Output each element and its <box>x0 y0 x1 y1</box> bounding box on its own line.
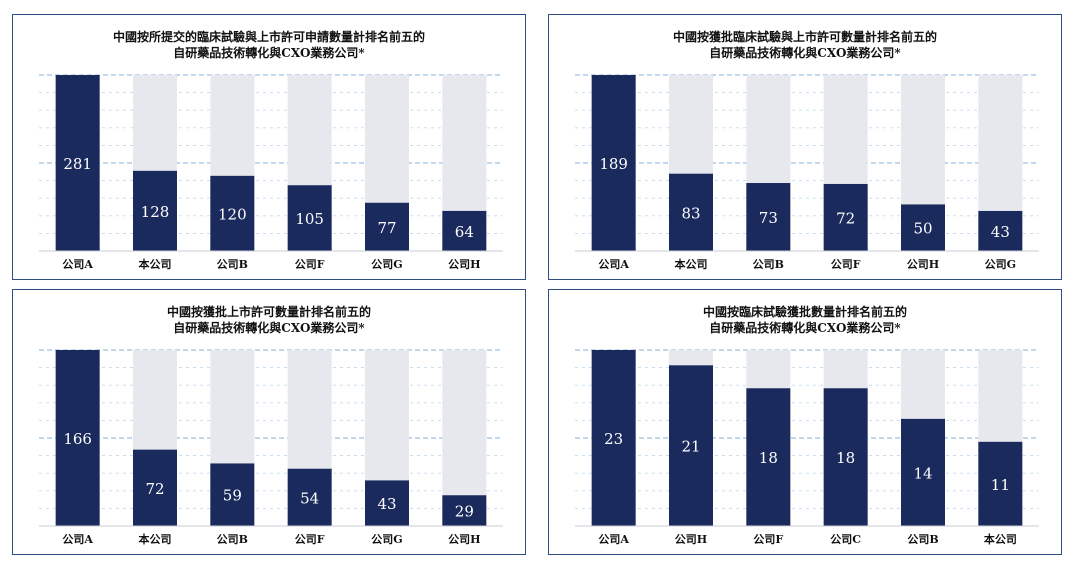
data-label: 54 <box>300 489 319 507</box>
gridlines <box>575 349 1039 527</box>
bar-chart-3: 166 公司A 72 本公司 59 公司B 54 公司F 43 公司G 29 公司H <box>39 349 503 546</box>
bar <box>55 75 100 251</box>
x-tick-label: 公司B <box>217 258 248 271</box>
gridlines <box>39 349 503 527</box>
x-tick-label: 公司A <box>62 533 93 546</box>
x-tick-label: 公司H <box>448 258 480 271</box>
bar <box>210 463 255 526</box>
x-tick-label: 本公司 <box>675 257 708 271</box>
data-label: 83 <box>681 204 700 222</box>
x-tick-label: 公司H <box>907 258 939 271</box>
data-label: 72 <box>145 480 164 498</box>
data-label: 59 <box>223 487 242 505</box>
x-tick-label: 公司C <box>830 533 861 546</box>
data-label: 43 <box>991 223 1010 241</box>
bar <box>133 449 177 526</box>
chart-title-line-1: 中國按獲批臨床試驗與上市許可數量計排名前五的 <box>672 30 937 44</box>
bar <box>746 388 791 526</box>
chart-title: 中國按所提交的臨床試驗與上市許可申請數量計排名前五的 自研藥品技術轉化與CXO業… <box>13 29 525 61</box>
bar <box>442 210 487 251</box>
bar <box>978 441 1023 526</box>
bar <box>823 388 868 526</box>
x-tick-label: 本公司 <box>139 257 172 271</box>
bar <box>669 365 713 526</box>
data-label: 50 <box>913 220 932 238</box>
bar <box>55 350 100 526</box>
chart-panel-3: 中國按獲批上市許可數量計排名前五的 自研藥品技術轉化與CXO業務公司* 166 公… <box>12 289 526 555</box>
chart-title-line-2: 自研藥品技術轉化與CXO業務公司* <box>709 46 901 60</box>
x-tick-label: 公司B <box>217 533 248 546</box>
data-label: 120 <box>218 205 247 223</box>
data-label: 77 <box>377 219 396 237</box>
bar <box>287 468 332 526</box>
x-tick-label: 公司F <box>295 533 325 546</box>
data-label: 128 <box>141 203 170 221</box>
x-tick-label: 本公司 <box>139 532 172 546</box>
data-label: 11 <box>991 476 1010 494</box>
x-tick-label: 公司G <box>985 258 1016 271</box>
x-tick-label: 本公司 <box>984 532 1017 546</box>
bar <box>442 495 487 526</box>
data-label: 18 <box>759 449 778 467</box>
data-label: 281 <box>63 155 92 173</box>
bar <box>365 202 409 251</box>
chart-title-line-1: 中國按獲批上市許可數量計排名前五的 <box>166 305 371 319</box>
x-tick-label: 公司H <box>675 533 707 546</box>
x-tick-label: 公司A <box>598 533 629 546</box>
bar <box>669 173 713 251</box>
data-label: 29 <box>455 503 474 521</box>
chart-title: 中國按獲批上市許可數量計排名前五的 自研藥品技術轉化與CXO業務公司* <box>13 304 525 336</box>
data-label: 189 <box>599 155 628 173</box>
chart-title: 中國按獲批臨床試驗與上市許可數量計排名前五的 自研藥品技術轉化與CXO業務公司* <box>549 29 1061 61</box>
x-tick-label: 公司A <box>62 258 93 271</box>
bar <box>591 350 636 526</box>
chart-title-line-2: 自研藥品技術轉化與CXO業務公司* <box>173 46 365 60</box>
chart-panel-1: 中國按所提交的臨床試驗與上市許可申請數量計排名前五的 自研藥品技術轉化與CXO業… <box>12 14 526 280</box>
bar <box>591 75 636 251</box>
bar <box>210 175 255 251</box>
data-label: 14 <box>913 464 932 482</box>
x-tick-label: 公司F <box>753 533 783 546</box>
chart-title: 中國按臨床試驗獲批數量計排名前五的 自研藥品技術轉化與CXO業務公司* <box>549 304 1061 336</box>
data-label: 43 <box>377 495 396 513</box>
x-tick-label: 公司B <box>753 258 784 271</box>
x-tick-label: 公司B <box>907 533 938 546</box>
bar <box>287 185 332 251</box>
x-tick-label: 公司G <box>371 258 402 271</box>
data-label: 21 <box>681 438 700 456</box>
x-tick-label: 公司G <box>371 533 402 546</box>
chart-panel-4: 中國按臨床試驗獲批數量計排名前五的 自研藥品技術轉化與CXO業務公司* 23 公司… <box>548 289 1062 555</box>
bar <box>823 183 868 251</box>
bar-chart-2: 189 公司A 83 本公司 73 公司B 72 公司F 50 公司H 43 公司G <box>575 74 1039 271</box>
chart-title-line-2: 自研藥品技術轉化與CXO業務公司* <box>173 321 365 335</box>
bar <box>133 170 177 251</box>
data-label: 23 <box>604 430 623 448</box>
bar-chart-4: 23 公司A 21 公司H 18 公司F 18 公司C 14 公司B 11 本公司 <box>575 349 1039 546</box>
data-label: 73 <box>759 209 778 227</box>
x-tick-label: 公司A <box>598 258 629 271</box>
data-label: 166 <box>63 430 92 448</box>
chart-title-line-2: 自研藥品技術轉化與CXO業務公司* <box>709 321 901 335</box>
bar <box>901 204 945 251</box>
data-label: 64 <box>455 223 474 241</box>
bar-chart-1: 281 公司A 128 本公司 120 公司B 105 公司F 77 公司G 64 公司H <box>39 74 503 271</box>
chart-title-line-1: 中國按所提交的臨床試驗與上市許可申請數量計排名前五的 <box>112 30 425 44</box>
x-tick-label: 公司H <box>448 533 480 546</box>
bar <box>365 480 409 526</box>
data-label: 72 <box>836 209 855 227</box>
bar <box>746 183 791 251</box>
bar <box>901 418 945 526</box>
chart-panel-2: 中國按獲批臨床試驗與上市許可數量計排名前五的 自研藥品技術轉化與CXO業務公司*… <box>548 14 1062 280</box>
chart-title-line-1: 中國按臨床試驗獲批數量計排名前五的 <box>702 305 907 319</box>
x-tick-label: 公司F <box>295 258 325 271</box>
x-tick-label: 公司F <box>831 258 861 271</box>
data-label: 105 <box>295 210 324 228</box>
gridlines <box>39 74 503 252</box>
bar <box>978 210 1023 251</box>
data-label: 18 <box>836 449 855 467</box>
gridlines <box>575 74 1039 252</box>
